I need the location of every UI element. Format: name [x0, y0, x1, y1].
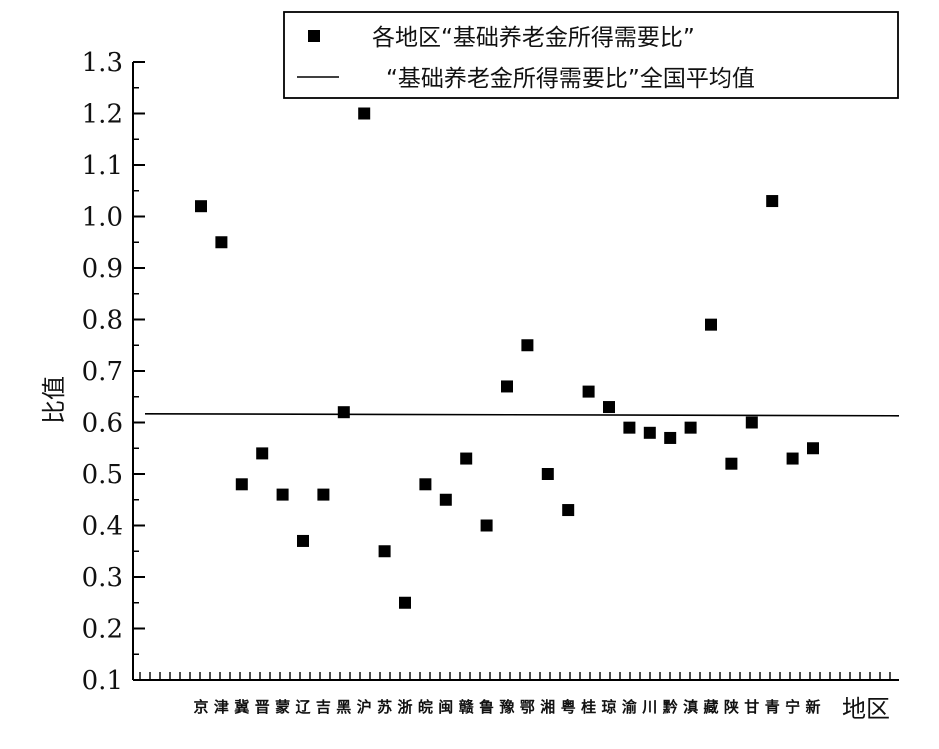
- legend: 各地区“基础养老金所得需要比” “基础养老金所得需要比”全国平均值: [283, 11, 899, 99]
- data-point: [603, 401, 615, 414]
- x-tick-label: 晋: [255, 698, 270, 716]
- axes: [132, 62, 899, 681]
- x-tick-label: 鄂: [520, 698, 535, 716]
- y-tick-label: 0.4: [82, 512, 123, 542]
- x-tick-label: 浙: [397, 698, 412, 716]
- x-axis-title: 地区: [842, 695, 890, 723]
- x-tick-label: 滇: [683, 698, 698, 716]
- data-point: [562, 504, 575, 517]
- y-tick-label: 1.3: [82, 48, 123, 78]
- y-tick-label: 1.1: [82, 151, 123, 181]
- y-tick-label: 0.8: [82, 306, 123, 336]
- data-point: [725, 457, 738, 470]
- data-point: [195, 200, 207, 213]
- y-tick-label: 0.6: [82, 409, 123, 439]
- x-tick-label: 蒙: [275, 698, 290, 716]
- y-tick-label: 0.5: [82, 460, 123, 490]
- y-ticks: 0.1 0.2 0.3 0.4 0.5 0.6 0.7 0.8 0.9 1.0 1.1 1.2 1.3: [82, 48, 145, 696]
- x-tick-label: 鲁: [479, 698, 494, 716]
- data-point: [297, 534, 309, 547]
- national-average-line: [144, 412, 900, 417]
- x-tick-label: 琼: [601, 698, 616, 716]
- x-tick-label: 辽: [295, 698, 310, 716]
- x-tick-label: 甘: [744, 698, 759, 716]
- legend-box: [283, 11, 899, 99]
- y-tick-label: 1.0: [82, 203, 123, 233]
- y-tick-label: 0.3: [82, 563, 123, 593]
- y-tick-label: 0.1: [82, 666, 123, 696]
- data-point: [664, 431, 677, 444]
- data-point: [215, 236, 228, 249]
- data-point: [337, 406, 350, 419]
- x-tick-label: 豫: [499, 698, 514, 716]
- x-tick-label: 吉: [316, 698, 331, 716]
- data-point: [501, 380, 513, 393]
- x-tick-label: 皖: [418, 698, 433, 716]
- x-tick-label: 川: [641, 698, 657, 716]
- legend-square-marker: [308, 30, 320, 42]
- legend-average-label: “基础养老金所得需要比”全国平均值: [386, 66, 755, 92]
- x-tick-label: 津: [214, 698, 229, 716]
- y-axis-title: 比值: [40, 376, 68, 424]
- x-tick-label: 闽: [438, 698, 453, 716]
- x-tick-label: 新: [805, 698, 820, 716]
- x-tick-label: 粤: [561, 698, 576, 716]
- x-tick-label: 苏: [377, 698, 392, 716]
- data-point: [235, 478, 248, 491]
- y-tick-label: 1.2: [82, 100, 123, 130]
- data-point: [541, 468, 554, 480]
- data-point: [460, 452, 473, 465]
- x-tick-label: 渝: [622, 698, 638, 716]
- x-tick-label: 黔: [663, 698, 678, 716]
- x-tick-label: 藏: [703, 698, 718, 716]
- data-point: [358, 107, 371, 120]
- y-tick-label: 0.7: [82, 357, 123, 387]
- y-tick-label: 0.9: [82, 254, 123, 284]
- x-tick-label: 湘: [540, 698, 555, 716]
- data-point: [276, 488, 289, 501]
- data-point: [745, 416, 758, 429]
- legend-series-label: 各地区“基础养老金所得需要比”: [372, 25, 695, 51]
- x-tick-label: 陕: [724, 698, 739, 716]
- x-tick-label: 青: [765, 698, 780, 716]
- data-point: [623, 421, 636, 434]
- data-point: [399, 596, 411, 609]
- x-tick-labels: 京津冀晋蒙辽吉黑沪苏浙皖闽赣鲁豫鄂湘粤桂琼渝川黔滇藏陕甘青宁新: [193, 698, 820, 716]
- data-point: [521, 339, 534, 352]
- x-tick-label: 宁: [785, 698, 800, 716]
- data-point: [419, 478, 432, 491]
- data-point: [317, 488, 330, 501]
- x-tick-label: 赣: [459, 698, 475, 716]
- data-point: [807, 442, 819, 455]
- data-point: [705, 318, 717, 331]
- data-point: [582, 385, 595, 398]
- data-point: [480, 519, 493, 532]
- data-points: [195, 107, 819, 609]
- x-ticks: [139, 672, 891, 680]
- data-point: [786, 452, 799, 465]
- y-tick-label: 0.2: [82, 615, 123, 645]
- data-point: [439, 493, 452, 506]
- data-point: [643, 426, 656, 439]
- data-point: [256, 447, 269, 460]
- x-tick-label: 冀: [234, 698, 249, 716]
- x-tick-label: 京: [193, 698, 208, 716]
- x-tick-label: 沪: [357, 698, 372, 716]
- data-point: [378, 545, 391, 558]
- x-tick-label: 黑: [336, 698, 351, 716]
- x-tick-label: 桂: [580, 698, 596, 716]
- data-point: [766, 195, 779, 208]
- data-point: [684, 421, 697, 434]
